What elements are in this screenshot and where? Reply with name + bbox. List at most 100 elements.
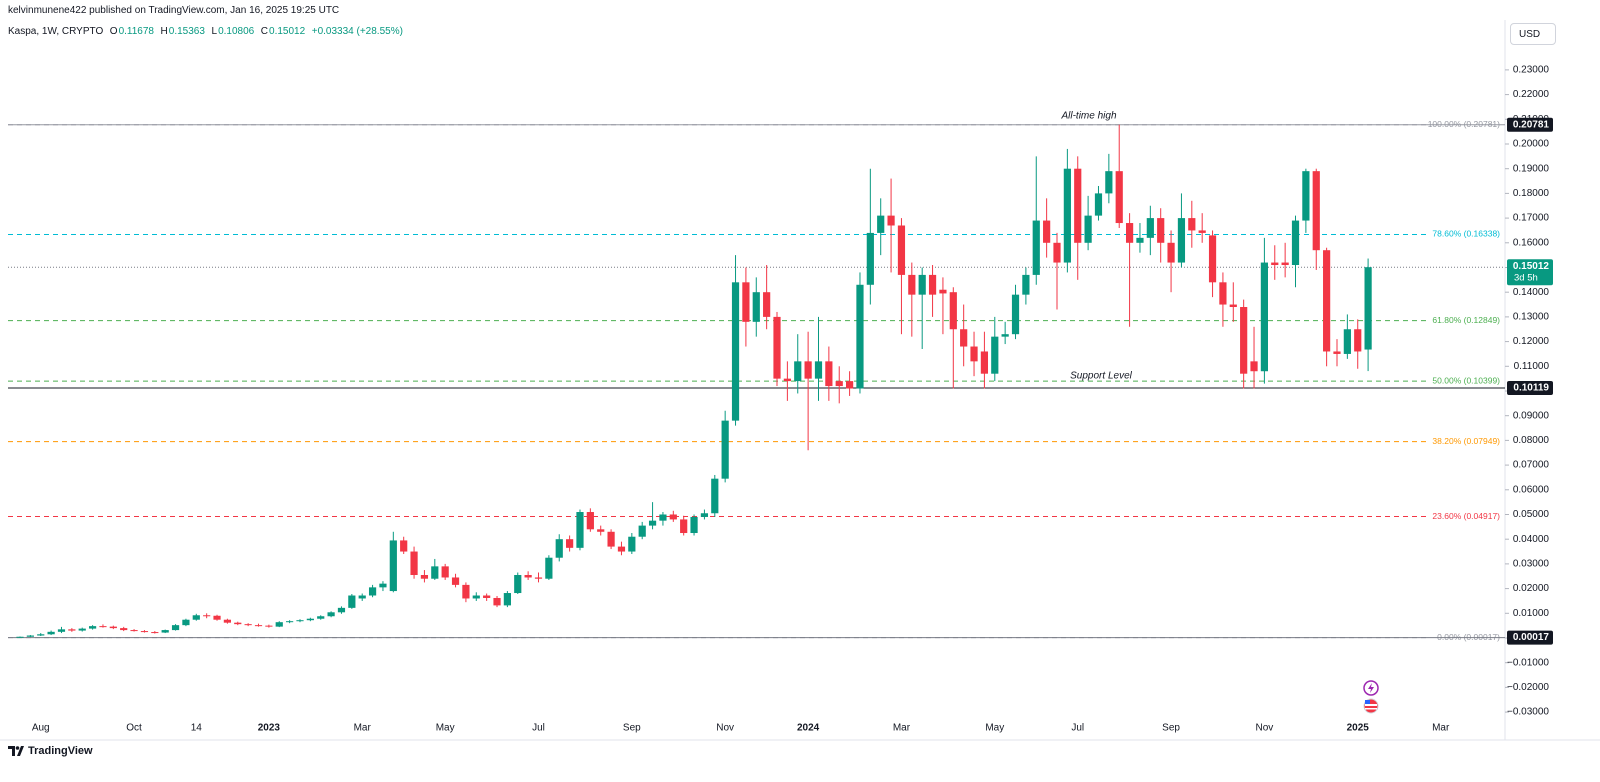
y-tick-label: −0.02000 — [1507, 682, 1549, 693]
y-tick-label: 0.13000 — [1513, 312, 1550, 323]
candle-body — [368, 587, 377, 596]
candle-body — [1084, 215, 1092, 243]
x-tick-label: Nov — [1256, 723, 1274, 734]
candle-body — [1022, 274, 1030, 295]
candle-body — [991, 336, 999, 374]
y-tick-label: 0.08000 — [1513, 435, 1550, 446]
y-tick-label: 0.04000 — [1513, 534, 1550, 545]
candle-body — [348, 595, 356, 608]
candle-body — [306, 618, 314, 621]
ohlc-value: 0.10806 — [218, 26, 255, 37]
candle-body — [37, 634, 45, 636]
y-tick-label: 0.06000 — [1513, 484, 1550, 495]
lightning-glyph — [1368, 683, 1374, 693]
candle-body — [960, 329, 968, 347]
fib-label: 78.60% (0.16338) — [1432, 229, 1500, 239]
candle-body — [1302, 171, 1310, 221]
candle-body — [1291, 220, 1300, 266]
currency-button[interactable]: USD — [1510, 23, 1556, 45]
y-tick-label: 0.23000 — [1513, 65, 1550, 76]
candle-body — [1250, 361, 1258, 372]
annotation: Support Level — [1070, 371, 1132, 382]
candle-body — [120, 628, 128, 631]
y-tick-label: −0.01000 — [1507, 657, 1549, 668]
candle-body — [410, 551, 418, 576]
candle-body — [234, 622, 242, 625]
candle-body — [980, 351, 989, 374]
candle-body — [752, 292, 760, 322]
candle-body — [1271, 262, 1279, 266]
candle-body — [379, 583, 387, 588]
annotation: All-time high — [1060, 111, 1116, 122]
ohlc-value: 0.15012 — [269, 26, 306, 37]
candle-body — [1177, 218, 1186, 263]
candle-body — [534, 577, 543, 579]
candle-body — [680, 519, 688, 534]
y-tick-label: 0.16000 — [1513, 237, 1550, 248]
fib-label: 50.00% (0.10399) — [1432, 375, 1500, 385]
ohlc-label: L — [211, 26, 218, 37]
candle-body — [1240, 307, 1248, 374]
candle-body — [462, 584, 470, 599]
candle-body — [576, 512, 584, 548]
candle-body — [1343, 329, 1351, 354]
candle-body — [88, 626, 97, 629]
x-tick-label: 2023 — [258, 723, 281, 734]
candle-body — [866, 232, 874, 285]
candle-body — [441, 566, 449, 578]
x-tick-label: Sep — [1162, 723, 1180, 734]
candle-body — [1188, 218, 1196, 231]
candle-body — [514, 575, 522, 594]
brand-logo — [8, 746, 24, 756]
candle-body — [897, 225, 906, 275]
x-tick-label: 14 — [191, 723, 203, 734]
candle-body — [1032, 220, 1040, 275]
x-tick-label: Mar — [354, 723, 372, 734]
event-icons — [1363, 680, 1379, 714]
candle-body — [773, 316, 781, 379]
candle-body — [1011, 294, 1020, 335]
x-tick-label: Mar — [893, 723, 911, 734]
candle-body — [327, 612, 335, 617]
fib-label: 0.00% (0.00017) — [1437, 632, 1500, 642]
y-tick-label: 0.19000 — [1513, 163, 1550, 174]
y-tick-label: 0.11000 — [1514, 361, 1550, 372]
candle-body — [949, 292, 957, 330]
candle-body — [1136, 237, 1144, 243]
y-tick-label: 0.02000 — [1513, 583, 1550, 594]
fib-label: 38.20% (0.07949) — [1432, 436, 1500, 446]
candle-body — [1125, 223, 1134, 243]
candle-body — [16, 636, 24, 638]
candle-body — [1063, 168, 1071, 263]
candle-body — [1281, 262, 1289, 266]
flag-stripe — [1365, 704, 1377, 706]
y-tick-label: 0.17000 — [1513, 213, 1550, 224]
candle-body — [1074, 168, 1082, 243]
candle-body — [1115, 171, 1123, 224]
candle-body — [846, 381, 854, 389]
candle-body — [794, 361, 802, 382]
logo-dot — [15, 746, 20, 750]
candle-body — [161, 630, 169, 633]
ohlc-value: 0.15363 — [168, 26, 205, 37]
candle-body — [597, 529, 605, 532]
candle-body — [586, 512, 594, 530]
candle-body — [109, 626, 117, 629]
candle-body — [659, 514, 667, 521]
candle-body — [1208, 235, 1217, 283]
candle-body — [99, 626, 107, 628]
candle-body — [1312, 171, 1320, 251]
ohlc-label: C — [260, 26, 269, 37]
candle-body — [825, 361, 833, 387]
candle-body — [877, 215, 885, 233]
y-tick-label: 0.01000 — [1513, 608, 1550, 619]
x-tick-label: Oct — [126, 723, 142, 734]
candle-body — [171, 625, 180, 631]
candle-body — [296, 620, 304, 622]
candle-body — [566, 539, 574, 548]
overlay-lines: 100.00% (0.20781) 78.60% (0.16338) 61.80% … — [8, 119, 1505, 642]
candle-body — [389, 540, 397, 592]
candle-body — [617, 546, 626, 552]
flag-stripe — [1365, 708, 1377, 710]
